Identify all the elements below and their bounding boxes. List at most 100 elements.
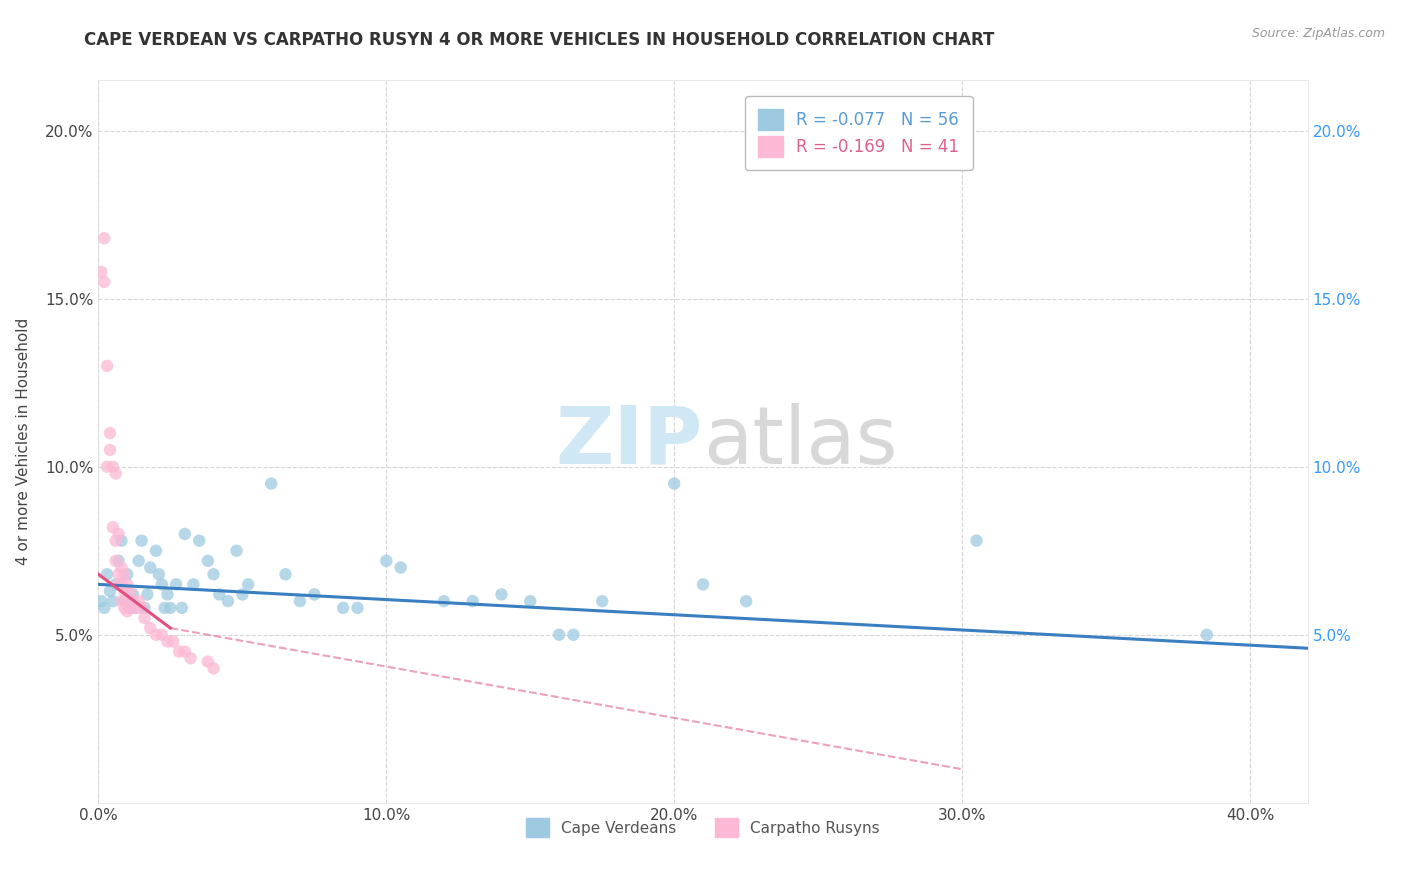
Point (156, 634, 179, 648)
Point (131, 533, 153, 548)
Point (104, 533, 127, 548)
Point (562, 628, 585, 642)
Point (260, 476, 283, 491)
Point (134, 611, 156, 625)
Point (110, 560, 132, 574)
Point (104, 554, 127, 568)
Point (136, 587, 159, 601)
Point (93, 275, 115, 289)
Point (98, 442, 121, 457)
Point (170, 600, 193, 615)
Point (98, 426, 121, 441)
Point (139, 560, 162, 574)
Point (162, 634, 184, 648)
Point (120, 600, 142, 615)
Point (966, 533, 988, 548)
Point (145, 628, 167, 642)
Point (346, 600, 368, 615)
Text: ZIP: ZIP (555, 402, 703, 481)
Point (288, 594, 311, 608)
Point (165, 577, 187, 591)
Point (115, 594, 138, 608)
Point (90, 265, 112, 279)
Point (115, 567, 138, 582)
Point (96, 459, 118, 474)
Point (115, 604, 138, 618)
Point (93, 231, 115, 245)
Point (664, 476, 686, 491)
Y-axis label: 4 or more Vehicles in Household: 4 or more Vehicles in Household (17, 318, 31, 566)
Point (274, 567, 297, 582)
Point (173, 527, 195, 541)
Point (120, 584, 142, 599)
Point (125, 600, 148, 615)
Point (197, 554, 219, 568)
Point (112, 600, 135, 615)
Point (236, 577, 259, 591)
Text: atlas: atlas (703, 402, 897, 481)
Point (101, 594, 124, 608)
Text: CAPE VERDEAN VS CARPATHO RUSYN 4 OR MORE VEHICLES IN HOUSEHOLD CORRELATION CHART: CAPE VERDEAN VS CARPATHO RUSYN 4 OR MORE… (84, 31, 994, 49)
Point (112, 584, 135, 599)
Point (304, 587, 326, 601)
Point (183, 577, 205, 591)
Point (231, 587, 253, 601)
Point (96, 359, 118, 373)
Point (150, 577, 173, 591)
Point (90, 594, 112, 608)
Point (134, 600, 156, 615)
Point (93, 600, 115, 615)
Point (332, 600, 354, 615)
Point (145, 543, 167, 558)
Point (128, 554, 150, 568)
Point (107, 577, 129, 591)
Text: Source: ZipAtlas.com: Source: ZipAtlas.com (1251, 27, 1385, 40)
Point (202, 661, 225, 675)
Point (156, 587, 179, 601)
Point (692, 577, 714, 591)
Point (101, 459, 124, 474)
Point (125, 600, 148, 615)
Point (208, 587, 231, 601)
Point (173, 644, 195, 658)
Point (548, 628, 571, 642)
Point (122, 594, 145, 608)
Point (110, 594, 132, 608)
Legend: Cape Verdeans, Carpatho Rusyns: Cape Verdeans, Carpatho Rusyns (515, 806, 891, 849)
Point (98, 584, 121, 599)
Point (735, 594, 758, 608)
Point (104, 577, 127, 591)
Point (180, 651, 202, 665)
Point (148, 567, 170, 582)
Point (591, 594, 613, 608)
Point (139, 621, 162, 635)
Point (128, 594, 150, 608)
Point (461, 594, 484, 608)
Point (107, 527, 129, 541)
Point (375, 554, 398, 568)
Point (101, 520, 124, 534)
Point (120, 600, 142, 615)
Point (197, 655, 219, 669)
Point (104, 467, 127, 481)
Point (167, 644, 190, 658)
Point (115, 577, 138, 591)
Point (217, 594, 239, 608)
Point (389, 560, 412, 574)
Point (1195, 628, 1218, 642)
Point (519, 594, 541, 608)
Point (159, 600, 181, 615)
Point (107, 554, 129, 568)
Point (110, 533, 132, 548)
Point (491, 587, 513, 601)
Point (112, 594, 135, 608)
Point (110, 577, 132, 591)
Point (188, 533, 211, 548)
Point (131, 600, 153, 615)
Point (225, 543, 247, 558)
Point (122, 587, 145, 601)
Point (202, 567, 225, 582)
Point (153, 600, 176, 615)
Point (112, 567, 135, 582)
Point (433, 594, 456, 608)
